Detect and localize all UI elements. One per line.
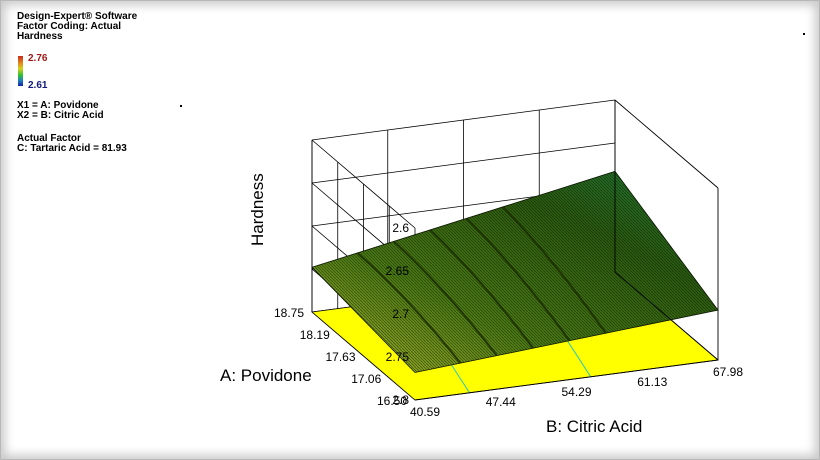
a-tick-label: 18.75 — [274, 306, 304, 320]
x1-definition: X1 = A: Povidone — [17, 100, 99, 111]
color-scale-min: 2.61 — [28, 80, 48, 91]
stray-dot — [180, 105, 182, 107]
z-tick-label: 2.75 — [386, 350, 410, 364]
z-tick-label: 2.6 — [392, 221, 409, 235]
surface-contour — [356, 252, 462, 364]
x2-definition: X2 = B: Citric Acid — [17, 110, 104, 121]
b-axis-ticks: 40.59 47.44 54.29 61.13 67.98 — [410, 365, 743, 419]
right-edge-floor — [614, 271, 719, 361]
stray-dot — [803, 33, 805, 35]
response-name: Hardness — [17, 31, 63, 42]
color-scale-bar — [18, 56, 23, 86]
box-front-edges — [414, 99, 719, 401]
info-header: Design-Expert® Software Factor Coding: A… — [17, 12, 137, 42]
b-tick-label: 54.29 — [561, 385, 591, 399]
a-tick-label: 18.19 — [300, 328, 330, 342]
b-tick-label: 67.98 — [713, 365, 743, 379]
z-axis-title: Hardness — [248, 173, 267, 246]
b-tick-label: 61.13 — [637, 375, 667, 389]
surface-contour — [465, 217, 571, 342]
front-edge-floor — [414, 359, 719, 401]
b-tick-label: 40.59 — [410, 405, 440, 419]
z-axis-ticks: 2.6 2.65 2.7 2.75 2.8 — [386, 221, 410, 407]
z-tick-label: 2.8 — [392, 393, 409, 407]
z-tick-label: 2.65 — [386, 264, 410, 278]
right-top-edge — [614, 99, 719, 189]
a-tick-label: 16.50 — [377, 394, 407, 408]
software-name: Design-Expert® Software — [17, 11, 138, 22]
a-tick-label: 17.06 — [351, 372, 381, 386]
a-axis-ticks: 18.75 18.19 17.63 17.06 16.50 — [274, 306, 407, 408]
actual-factor-value: C: Tartaric Acid = 81.93 — [17, 143, 127, 154]
actual-factor: Actual Factor C: Tartaric Acid = 81.93 — [17, 134, 127, 154]
a-axis-title: A: Povidone — [220, 366, 312, 385]
color-scale-max: 2.76 — [28, 53, 48, 64]
variable-definitions: X1 = A: Povidone X2 = B: Citric Acid — [17, 101, 104, 121]
actual-factor-title: Actual Factor — [17, 133, 81, 144]
z-tick-label: 2.7 — [392, 307, 409, 321]
a-tick-label: 17.63 — [325, 350, 355, 364]
b-tick-label: 47.44 — [486, 395, 516, 409]
response-surface — [311, 170, 719, 373]
b-axis-title: B: Citric Acid — [546, 417, 642, 436]
factor-coding: Factor Coding: Actual — [17, 21, 122, 32]
surface-contour — [429, 229, 535, 349]
surface-contour — [502, 206, 607, 334]
surface-contour — [393, 240, 498, 357]
